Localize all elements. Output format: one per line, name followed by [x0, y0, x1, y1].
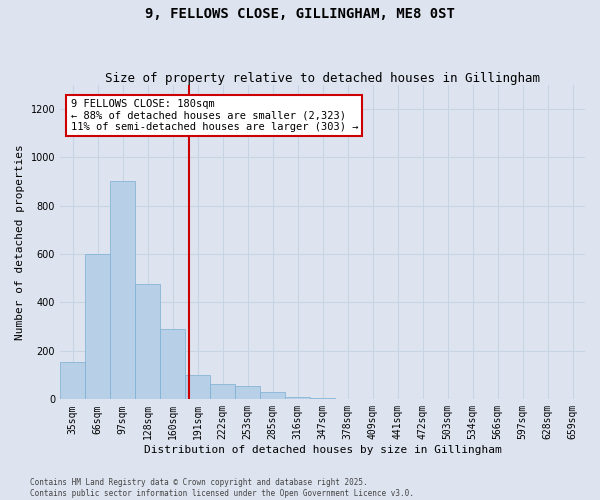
Bar — [260, 392, 285, 400]
Bar — [235, 386, 260, 400]
Bar — [85, 254, 110, 400]
Bar — [310, 398, 335, 400]
Text: 9 FELLOWS CLOSE: 180sqm
← 88% of detached houses are smaller (2,323)
11% of semi: 9 FELLOWS CLOSE: 180sqm ← 88% of detache… — [71, 98, 358, 132]
Bar — [185, 375, 210, 400]
Bar — [110, 182, 135, 400]
Y-axis label: Number of detached properties: Number of detached properties — [15, 144, 25, 340]
Text: Contains HM Land Registry data © Crown copyright and database right 2025.
Contai: Contains HM Land Registry data © Crown c… — [30, 478, 414, 498]
Bar — [135, 284, 160, 400]
Title: Size of property relative to detached houses in Gillingham: Size of property relative to detached ho… — [105, 72, 540, 85]
Bar — [285, 397, 310, 400]
Text: 9, FELLOWS CLOSE, GILLINGHAM, ME8 0ST: 9, FELLOWS CLOSE, GILLINGHAM, ME8 0ST — [145, 8, 455, 22]
Bar — [60, 362, 85, 400]
Bar — [210, 384, 235, 400]
Bar — [160, 329, 185, 400]
X-axis label: Distribution of detached houses by size in Gillingham: Distribution of detached houses by size … — [143, 445, 502, 455]
